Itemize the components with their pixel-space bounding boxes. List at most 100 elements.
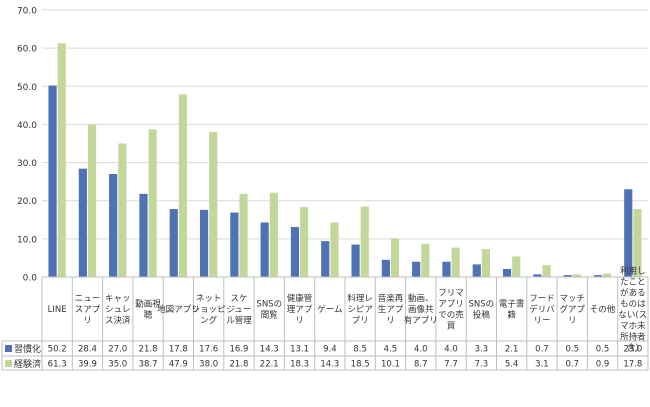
- bar-習慣化: [290, 227, 300, 277]
- data-label: 28.4: [78, 345, 97, 355]
- y-tick-label: 10.0: [17, 235, 37, 245]
- bar-習慣化: [109, 174, 118, 277]
- data-label: 7.3: [475, 360, 489, 370]
- bar-習慣化: [381, 259, 390, 277]
- category-label: 料理レシピアプリ: [347, 293, 373, 326]
- bar-習慣化: [593, 275, 603, 277]
- bar-経験済: [481, 249, 491, 277]
- y-tick-label: 20.0: [17, 197, 37, 207]
- data-label: 0.7: [565, 360, 579, 370]
- data-label: 21.8: [229, 360, 248, 370]
- data-label: 3.1: [535, 360, 549, 370]
- category-label: ニュースアプリ: [75, 294, 101, 326]
- legend-label: 習慣化: [14, 343, 41, 355]
- bar-経験済: [178, 94, 188, 277]
- data-label: 23.0: [623, 345, 642, 355]
- category-label: 利用したことがあるものはない(スマホ未所持者含): [618, 266, 647, 354]
- category-label: LINE: [48, 305, 67, 315]
- y-tick-label: 40.0: [17, 121, 37, 131]
- bar-習慣化: [502, 268, 512, 277]
- category-label: フリマアプリでの売買: [438, 289, 464, 332]
- legend-swatch: [5, 345, 12, 352]
- bar-習慣化: [563, 275, 572, 277]
- category-label: SNSの閲覧: [256, 300, 282, 321]
- bar-経験済: [451, 247, 460, 277]
- data-label: 3.3: [475, 345, 489, 355]
- data-label: 17.8: [623, 360, 642, 370]
- data-label: 0.5: [596, 345, 610, 355]
- bar-習慣化: [169, 209, 178, 277]
- category-label: SNSの投稿: [469, 300, 495, 321]
- y-tick-label: 70.0: [17, 7, 37, 17]
- bar-習慣化: [442, 261, 451, 277]
- data-label: 10.1: [381, 360, 400, 370]
- bar-経験済: [209, 132, 218, 277]
- bar-経験済: [239, 193, 248, 277]
- bar-経験済: [300, 207, 309, 277]
- data-label: 27.0: [108, 345, 127, 355]
- bar-習慣化: [412, 261, 421, 277]
- data-label: 50.2: [48, 345, 67, 355]
- bar-経験済: [269, 192, 278, 277]
- category-label: その他: [590, 304, 616, 315]
- bar-習慣化: [472, 264, 481, 277]
- bar-習慣化: [230, 212, 239, 277]
- data-label: 21.8: [139, 345, 158, 355]
- data-label: 4.0: [414, 345, 428, 355]
- data-label: 39.9: [78, 360, 97, 370]
- data-label: 5.4: [505, 360, 519, 370]
- data-label: 9.4: [323, 345, 337, 355]
- data-label: 18.3: [290, 360, 309, 370]
- data-label: 8.7: [414, 360, 428, 370]
- bar-経験済: [360, 206, 369, 277]
- data-label: 7.7: [444, 360, 458, 370]
- data-label: 8.5: [353, 345, 367, 355]
- category-label: 音楽再生アプリ: [378, 293, 404, 326]
- y-tick-label: 30.0: [17, 159, 37, 169]
- data-label: 38.0: [199, 360, 218, 370]
- bar-経験済: [330, 222, 339, 277]
- bar-習慣化: [624, 189, 633, 277]
- data-label: 13.1: [290, 345, 309, 355]
- bar-経験済: [421, 243, 430, 277]
- bar-習慣化: [260, 222, 269, 277]
- category-label: キャッシュレス決済: [105, 294, 131, 326]
- data-label: 47.9: [169, 360, 188, 370]
- data-label: 22.1: [260, 360, 279, 370]
- legend-label: 経験済: [14, 358, 41, 370]
- bar-経験済: [603, 273, 612, 277]
- category-label: 健康管理アプリ: [287, 293, 313, 326]
- category-label: ネットショッピング: [192, 294, 226, 326]
- y-tick-label: 50.0: [17, 83, 37, 93]
- data-label: 0.5: [565, 345, 579, 355]
- bar-習慣化: [199, 209, 209, 277]
- bar-経験済: [633, 209, 642, 277]
- bar-習慣化: [48, 85, 57, 277]
- data-label: 35.0: [108, 360, 127, 370]
- category-label: 動画視聴: [135, 299, 161, 321]
- bar-習慣化: [533, 274, 542, 277]
- data-label: 18.5: [351, 360, 370, 370]
- bar-習慣化: [139, 193, 148, 277]
- data-label: 61.3: [48, 360, 67, 370]
- bar-経験済: [512, 256, 521, 277]
- bar-経験済: [390, 238, 400, 277]
- y-tick-label: 0.0: [23, 274, 38, 284]
- category-label: 動画、画像共有アプリ: [404, 293, 438, 326]
- category-label: 地図アプリ: [157, 304, 200, 315]
- data-label: 4.5: [384, 345, 398, 355]
- bar-経験済: [572, 274, 581, 277]
- bar-経験済: [57, 43, 66, 278]
- category-label: ゲーム: [317, 304, 342, 315]
- category-label: 電子書籍: [499, 299, 525, 321]
- data-label: 0.9: [596, 360, 610, 370]
- data-label: 17.8: [169, 345, 188, 355]
- bar-習慣化: [78, 168, 87, 277]
- data-label: 14.3: [320, 360, 339, 370]
- bar-経験済: [87, 124, 97, 277]
- bar-習慣化: [351, 244, 360, 277]
- legend-swatch: [5, 360, 12, 367]
- data-label: 14.3: [260, 345, 279, 355]
- bar-経験済: [118, 143, 127, 277]
